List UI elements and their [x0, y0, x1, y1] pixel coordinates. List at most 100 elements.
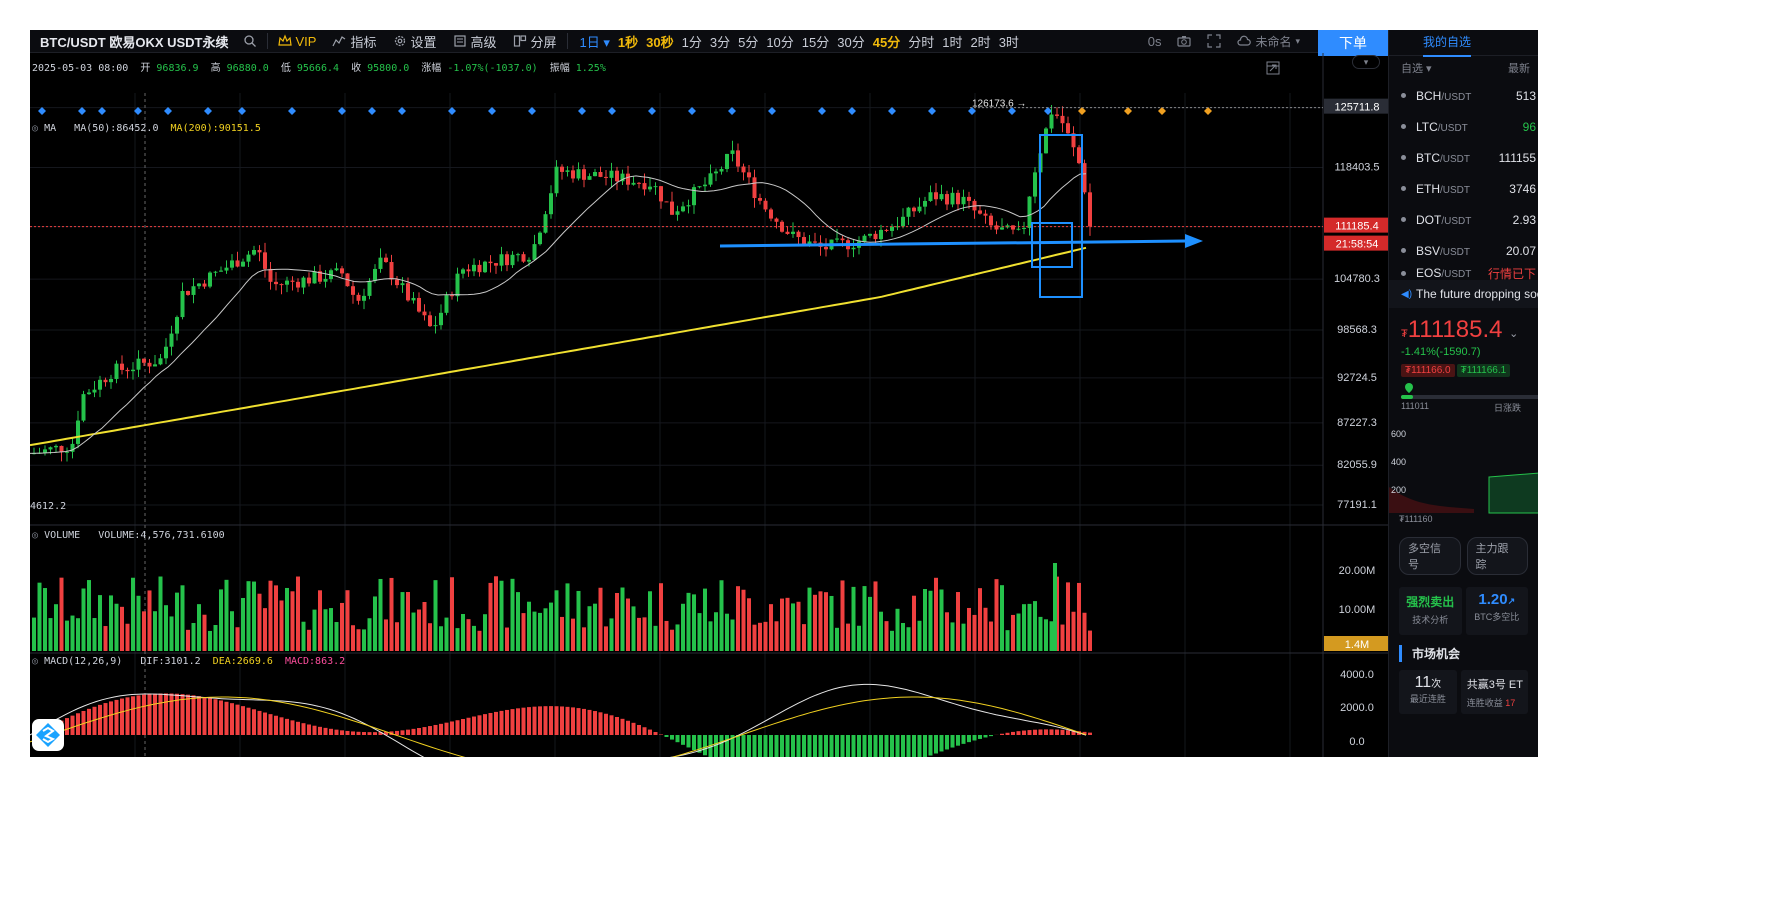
- signal-buttons: 多空信号 主力跟踪: [1389, 537, 1538, 575]
- indicator-icon: [332, 36, 346, 47]
- kline-chart[interactable]: 125711.8 118403.5 104780.3 98568.3 92724.5 87…: [30, 53, 1388, 757]
- candle-body: [48, 447, 53, 450]
- volume-bar: [367, 618, 372, 651]
- screenshot-button[interactable]: [1169, 34, 1199, 48]
- candle-body: [450, 295, 454, 297]
- candle-body: [136, 358, 141, 370]
- candle-body: [664, 201, 669, 203]
- timeframe-5[interactable]: 5分: [738, 34, 759, 50]
- volume-bar: [136, 595, 141, 651]
- macd-bar: [422, 727, 427, 735]
- vip-button[interactable]: VIP: [270, 34, 325, 49]
- macd-bar: [901, 735, 905, 757]
- ma-indicator-icon[interactable]: ◎: [32, 123, 39, 134]
- collapse-panel-button[interactable]: ▾: [1352, 55, 1380, 69]
- win-card[interactable]: 共赢3号 ET 连胜收益 17: [1460, 670, 1528, 714]
- ratio-card[interactable]: 1.20↗ BTC多空比: [1465, 587, 1528, 635]
- timeframe-0[interactable]: 1日 ▾: [579, 34, 610, 50]
- timeframe-12[interactable]: 2时: [970, 34, 991, 50]
- advanced-button[interactable]: 高级: [445, 32, 505, 51]
- watchlist-row[interactable]: DOT/USDT 2.93: [1389, 204, 1538, 235]
- timeframe-9[interactable]: 45分: [872, 34, 901, 50]
- candle-body: [202, 283, 207, 287]
- watchlist-header-right[interactable]: 最新: [1508, 63, 1530, 75]
- place-order-button[interactable]: 下单: [1318, 30, 1388, 56]
- timeframe-6[interactable]: 10分: [766, 34, 794, 50]
- candle-body: [939, 194, 944, 200]
- timeframe-7[interactable]: 15分: [801, 34, 830, 50]
- symbol-title[interactable]: BTC/USDT 欧易OKX USDT永续: [40, 34, 229, 50]
- timeframe-10[interactable]: 分时: [908, 34, 935, 50]
- timeframe-8[interactable]: 30分: [837, 34, 865, 50]
- settings-button[interactable]: 设置: [385, 32, 445, 51]
- indicators-button[interactable]: 指标: [324, 32, 384, 51]
- candle-body: [351, 286, 355, 295]
- watchlist-row[interactable]: BSV/USDT 20.07: [1389, 235, 1538, 266]
- macd-indicator-icon[interactable]: ◎: [32, 656, 39, 667]
- tab-my-watchlist[interactable]: 我的自选: [1423, 30, 1472, 57]
- range-slider-icon: [1401, 383, 1538, 399]
- price-tick: 87227.3: [1337, 417, 1377, 429]
- split-screen-button[interactable]: 分屏: [505, 32, 565, 51]
- layout-save-button[interactable]: 未命名 ▾: [1229, 33, 1308, 50]
- watchlist-row[interactable]: BTC/USDT 111155: [1389, 142, 1538, 173]
- macd-bar: [158, 693, 163, 735]
- watchlist-header-left[interactable]: 自选 ▾: [1401, 63, 1432, 75]
- volume-indicator-icon[interactable]: ◎: [32, 530, 39, 541]
- long-short-signal-button[interactable]: 多空信号: [1399, 537, 1461, 575]
- watchlist-row[interactable]: BCH/USDT 513: [1389, 80, 1538, 111]
- watchlist-price: 96: [1522, 119, 1536, 134]
- timeframe-1[interactable]: 1秒: [617, 34, 639, 50]
- camera-icon: [1177, 36, 1192, 47]
- macd-bar: [1011, 731, 1015, 735]
- range-bar: 111011 日涨跌: [1401, 383, 1538, 413]
- watchlist-price: 3746: [1509, 181, 1536, 196]
- divider: [566, 33, 568, 49]
- streak-card[interactable]: 11次 最近连胜: [1399, 670, 1457, 714]
- volume-bar: [741, 589, 746, 651]
- close-label: 收: [351, 63, 362, 74]
- candle-body: [120, 363, 124, 370]
- watchlist-row[interactable]: EOS/USDT 行情已下: [1389, 266, 1538, 280]
- candle-body: [923, 200, 927, 207]
- timeframe-4[interactable]: 3分: [709, 34, 731, 50]
- candle-body: [439, 312, 443, 326]
- watchlist-row[interactable]: LTC/USDT 96: [1389, 111, 1538, 142]
- countdown-tag: 21:58:54: [1336, 239, 1379, 251]
- fullscreen-button[interactable]: [1199, 34, 1229, 48]
- signal-card[interactable]: 强烈卖出 技术分析: [1399, 587, 1462, 635]
- volume-bar: [659, 583, 663, 651]
- volume-bar: [824, 592, 828, 651]
- expand-icon[interactable]: [1266, 61, 1280, 75]
- volume-tick: 20.00M: [1339, 565, 1376, 577]
- macd-bar: [466, 717, 471, 735]
- timeframe-2[interactable]: 30秒: [646, 34, 674, 50]
- candle-body: [510, 254, 515, 266]
- macd-tick: 4000.0: [1340, 669, 1374, 681]
- settings-label: 设置: [410, 34, 437, 50]
- search-button[interactable]: [235, 34, 265, 48]
- candle-body: [983, 213, 988, 216]
- timeframe-13[interactable]: 3时: [998, 34, 1019, 50]
- notice-bar[interactable]: ◀) The future dropping soon: [1389, 280, 1538, 308]
- volume-bar: [384, 619, 388, 651]
- macd-bar: [202, 697, 207, 735]
- macd-bar: [961, 735, 966, 744]
- candle-body: [505, 254, 509, 266]
- candle-body: [752, 177, 757, 199]
- chart-canvas[interactable]: 125711.8 118403.5 104780.3 98568.3 92724.5 87…: [30, 53, 1388, 757]
- volume-bar: [483, 614, 487, 651]
- main-force-button[interactable]: 主力跟踪: [1466, 537, 1528, 575]
- dot-icon: [1401, 93, 1406, 98]
- timeframe-11[interactable]: 1时: [942, 34, 963, 50]
- chevron-down-icon[interactable]: ⌄: [1509, 328, 1519, 340]
- notice-text: The future dropping soon: [1416, 287, 1538, 301]
- timeframe-3[interactable]: 1分: [681, 34, 702, 50]
- candle-body: [81, 394, 86, 421]
- candle-body: [626, 173, 630, 185]
- candle-body: [499, 254, 504, 266]
- macd-bar: [318, 726, 322, 735]
- volume-info: ◎ VOLUME VOLUME:4,576,731.6100: [32, 530, 225, 541]
- fullscreen-icon: [1207, 34, 1222, 48]
- watchlist-row[interactable]: ETH/USDT 3746: [1389, 173, 1538, 204]
